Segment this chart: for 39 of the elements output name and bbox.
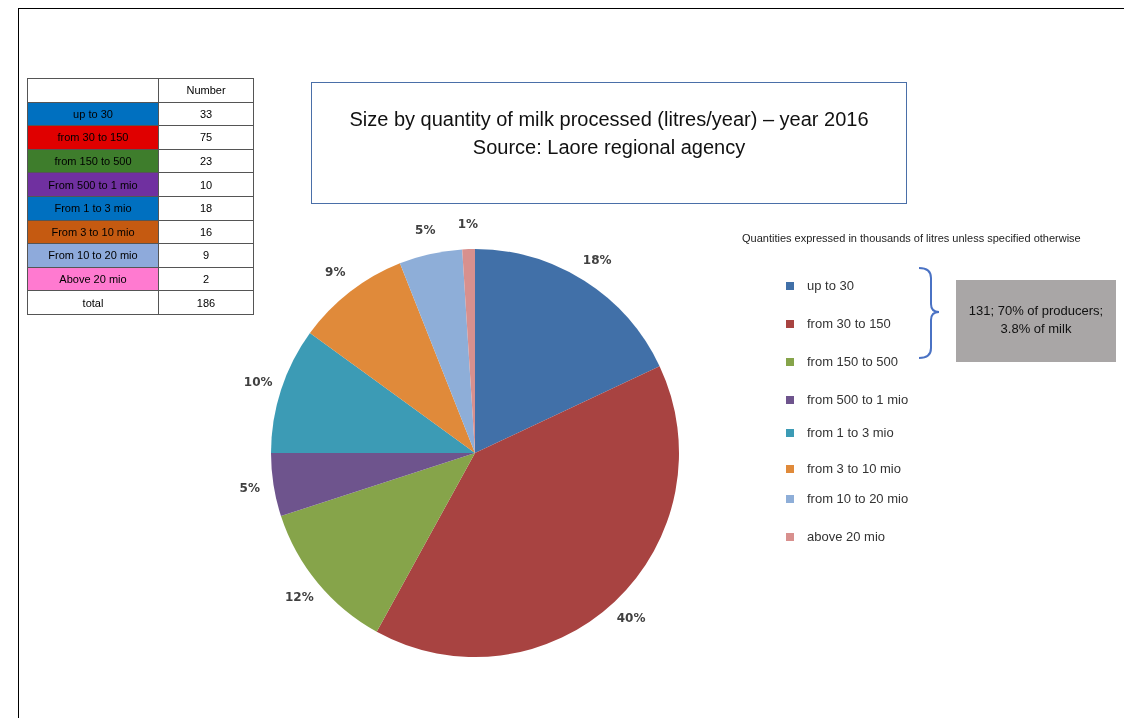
text: from 30 to 150	[27, 125, 159, 150]
text: 186	[158, 290, 254, 315]
legend-label: from 3 to 10 mio	[806, 461, 901, 476]
legend-label: from 150 to 500	[806, 354, 899, 369]
text: from 150 to 500	[27, 149, 159, 173]
text: 75	[158, 125, 254, 150]
chart-title: Size by quantity of milk processed (litres/year) – year 2016	[349, 108, 869, 130]
text: 131; 70% of producers; 3.8% of milk	[956, 280, 1116, 362]
legend-label: up to 30	[806, 278, 854, 293]
legend-label: from 10 to 20 mio	[806, 491, 909, 506]
text: From 10 to 20 mio	[27, 243, 159, 268]
data-label: 10%	[243, 374, 273, 389]
data-label: 40%	[616, 611, 646, 626]
data-label: 1%	[457, 217, 479, 232]
text: 10	[158, 172, 254, 197]
text: From 500 to 1 mio	[27, 172, 159, 197]
legend-label: from 1 to 3 mio	[806, 425, 894, 440]
legend-label: above 20 mio	[806, 529, 886, 544]
text: From 1 to 3 mio	[27, 196, 159, 221]
data-label: 9%	[325, 264, 346, 279]
text: 16	[158, 220, 254, 244]
data-label: 12%	[284, 590, 314, 605]
text: 33	[158, 102, 254, 126]
text: 23	[158, 149, 254, 173]
text: Quantities expressed in thousands of litres unless specified otherwise	[742, 232, 1081, 244]
legend-label: from 30 to 150	[806, 316, 891, 331]
text: 18	[158, 196, 254, 221]
text: total	[27, 290, 159, 315]
legend-label: from 500 to 1 mio	[806, 392, 909, 407]
text: 9	[158, 243, 254, 268]
text: up to 30	[27, 102, 159, 126]
text: Number	[158, 78, 254, 103]
text: Above 20 mio	[27, 267, 159, 291]
chart-subtitle: Source: Laore regional agency	[472, 136, 746, 158]
data-label: 5%	[415, 222, 436, 237]
data-label: 18%	[582, 252, 612, 267]
data-label: 5%	[239, 480, 260, 495]
text: 2	[158, 267, 254, 291]
text: From 3 to 10 mio	[27, 220, 159, 244]
